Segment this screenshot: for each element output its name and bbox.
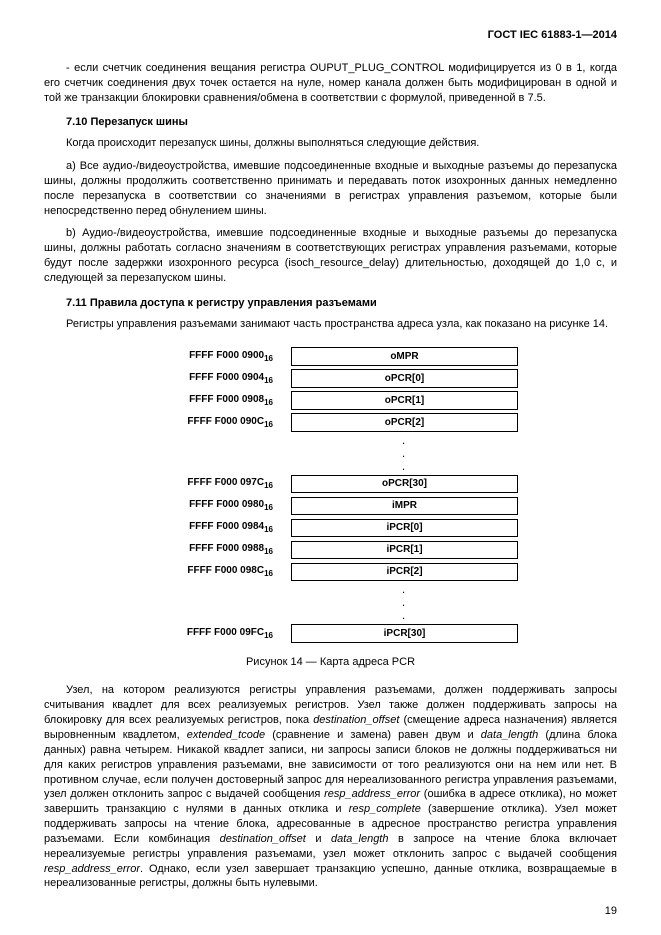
addr-cell: FFFF F000 098816 (143, 542, 291, 558)
reg-cell: oPCR[30] (291, 475, 518, 494)
addr-cell: FFFF F000 090016 (143, 349, 291, 365)
fig-row: FFFF F000 097C16 oPCR[30] (44, 473, 617, 495)
section-7-11-title: 7.11 Правила доступа к регистру управлен… (66, 296, 617, 311)
para-3: a) Все аудио-/видеоустройства, имевшие п… (44, 159, 617, 218)
section-7-10-title: 7.10 Перезапуск шины (66, 115, 617, 130)
addr-cell: FFFF F000 090C16 (143, 415, 291, 431)
addr-cell: FFFF F000 090416 (143, 371, 291, 387)
addr-cell: FFFF F000 097C16 (143, 476, 291, 492)
fig-row: FFFF F000 090816 oPCR[1] (44, 390, 617, 412)
reg-cell: iPCR[2] (291, 563, 518, 582)
ellipsis-icon: ... (44, 583, 617, 623)
para-5: Регистры управления разъемами занимают ч… (44, 317, 617, 332)
figure-caption: Рисунок 14 — Карта адреса PCR (44, 655, 617, 670)
reg-cell: oMPR (291, 347, 518, 366)
doc-header: ГОСТ IEC 61883-1—2014 (44, 28, 617, 43)
fig-row: FFFF F000 098416 iPCR[0] (44, 517, 617, 539)
page-number: 19 (605, 904, 617, 919)
addr-cell: FFFF F000 090816 (143, 393, 291, 409)
reg-cell: oPCR[0] (291, 369, 518, 388)
fig-row: FFFF F000 098016 iMPR (44, 495, 617, 517)
fig-row: FFFF F000 090416 oPCR[0] (44, 368, 617, 390)
figure-14: FFFF F000 090016 oMPR FFFF F000 090416 o… (44, 346, 617, 670)
reg-cell: iPCR[1] (291, 541, 518, 560)
reg-cell: oPCR[1] (291, 391, 518, 410)
para-6: Узел, на котором реализуются регистры уп… (44, 683, 617, 891)
addr-cell: FFFF F000 09FC16 (143, 626, 291, 642)
reg-cell: oPCR[2] (291, 413, 518, 432)
reg-cell: iMPR (291, 497, 518, 516)
reg-cell: iPCR[0] (291, 519, 518, 538)
para-1: - если счетчик соединения вещания регист… (44, 61, 617, 106)
reg-cell: iPCR[30] (291, 624, 518, 643)
fig-row: FFFF F000 098816 iPCR[1] (44, 539, 617, 561)
para-4: b) Аудио-/видеоустройства, имевшие подсо… (44, 226, 617, 285)
fig-row: FFFF F000 090C16 oPCR[2] (44, 412, 617, 434)
fig-row: FFFF F000 090016 oMPR (44, 346, 617, 368)
addr-cell: FFFF F000 098016 (143, 498, 291, 514)
addr-cell: FFFF F000 098C16 (143, 564, 291, 580)
addr-cell: FFFF F000 098416 (143, 520, 291, 536)
ellipsis-icon: ... (44, 434, 617, 474)
fig-row: FFFF F000 098C16 iPCR[2] (44, 561, 617, 583)
para-2: Когда происходит перезапуск шины, должны… (44, 136, 617, 151)
fig-row: FFFF F000 09FC16 iPCR[30] (44, 623, 617, 645)
